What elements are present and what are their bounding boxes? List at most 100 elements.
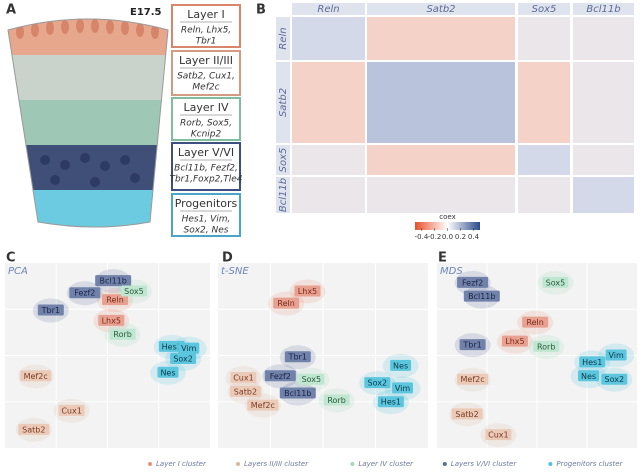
panel-label: C bbox=[6, 251, 16, 266]
point-label: Nes bbox=[160, 368, 175, 377]
point-label: Bcl11b bbox=[468, 292, 495, 301]
layer-title: Layer V/VI bbox=[178, 146, 234, 159]
point-label-box bbox=[120, 285, 147, 297]
point-label: Bcl11b bbox=[284, 389, 311, 398]
point-label-box bbox=[451, 408, 483, 420]
point-label: Hes1 bbox=[381, 398, 401, 407]
point-label-box bbox=[605, 349, 627, 361]
point-label: Nes bbox=[393, 361, 408, 370]
layer-box bbox=[171, 50, 241, 96]
group-header bbox=[276, 62, 290, 143]
point-label-box bbox=[279, 387, 316, 399]
stage: E17.5 bbox=[130, 7, 162, 18]
layer-genes: Hes1, Vim, bbox=[182, 215, 231, 225]
point-label: Lhx5 bbox=[505, 337, 524, 346]
group-label: Reln bbox=[278, 27, 289, 49]
group-header bbox=[276, 145, 290, 175]
point-label: Lhx5 bbox=[102, 316, 121, 325]
point-label-box bbox=[485, 429, 512, 441]
point-label: Vim bbox=[181, 344, 197, 353]
point-label-box bbox=[18, 423, 50, 435]
point-label-box bbox=[459, 339, 486, 351]
point-label: Reln bbox=[526, 318, 543, 327]
group-label: Sox5 bbox=[532, 4, 557, 15]
point-label: Hes1 bbox=[162, 342, 182, 351]
point-label: Satb2 bbox=[22, 425, 45, 434]
legend-label: Layer IV cluster bbox=[358, 460, 414, 468]
point-label-box bbox=[98, 314, 125, 326]
point-label-box bbox=[501, 335, 528, 347]
layer-genes: Rorb, Sox5, bbox=[180, 119, 232, 129]
point-label: Rorb bbox=[537, 342, 555, 351]
colorbar-tick-label: -0.4 bbox=[415, 233, 429, 241]
layer-genes: Reln, Lhx5, bbox=[181, 26, 231, 36]
colorbar-tick-label: -0.2 bbox=[428, 233, 442, 241]
point-label: Hes1 bbox=[582, 358, 602, 367]
layer-genes: Sox2, Nes bbox=[184, 226, 229, 236]
layer-box bbox=[171, 193, 241, 237]
point-label: Satb2 bbox=[234, 387, 257, 396]
point-label-box bbox=[392, 382, 414, 394]
point-label-box bbox=[102, 294, 129, 306]
group-label: Reln bbox=[317, 4, 339, 15]
point-label: Satb2 bbox=[455, 410, 478, 419]
point-label-box bbox=[37, 304, 64, 316]
group-header bbox=[367, 3, 515, 15]
legend-marker bbox=[148, 462, 152, 466]
heatmap-block bbox=[573, 145, 634, 175]
point-label-box bbox=[158, 340, 185, 352]
point-label: Rorb bbox=[327, 396, 345, 405]
point-label-box bbox=[109, 328, 136, 340]
point-label: Rorb bbox=[113, 330, 131, 339]
point-label-box bbox=[298, 373, 325, 385]
group-header bbox=[276, 17, 290, 60]
point-label-box bbox=[457, 373, 489, 385]
group-label: Satb2 bbox=[426, 4, 455, 15]
point-label-box bbox=[390, 359, 412, 371]
point-label-box bbox=[463, 290, 500, 302]
group-label: Bcl11b bbox=[278, 178, 289, 212]
heatmap-block bbox=[292, 177, 365, 213]
point-label: Fezf2 bbox=[270, 372, 291, 381]
colorbar-tick-label: 0.2 bbox=[455, 233, 466, 241]
layer-genes: Kcnip2 bbox=[191, 130, 222, 140]
layer-genes: Bcl11b, Fezf2, bbox=[174, 164, 238, 174]
point-label-box bbox=[69, 287, 101, 299]
point-label-box bbox=[377, 396, 404, 408]
layer-box bbox=[171, 97, 241, 141]
point-label: Cux1 bbox=[233, 373, 253, 382]
layer-title: Layer II/III bbox=[179, 54, 233, 67]
group-header bbox=[518, 3, 570, 15]
layer-title: Layer IV bbox=[184, 101, 229, 114]
legend-label: Progenitors cluster bbox=[556, 460, 623, 468]
point-label-box bbox=[273, 297, 300, 309]
point-label: Bcl11b bbox=[99, 277, 126, 286]
heatmap-block bbox=[518, 145, 570, 175]
point-label-box bbox=[178, 342, 200, 354]
point-label-box bbox=[229, 385, 261, 397]
panel-label: D bbox=[222, 251, 233, 266]
point-label: Vim bbox=[608, 351, 624, 360]
point-label: Mef2c bbox=[251, 401, 275, 410]
group-header bbox=[276, 177, 290, 213]
point-label-box bbox=[230, 371, 257, 383]
heatmap-block bbox=[367, 177, 515, 213]
point-label-box bbox=[247, 399, 279, 411]
legend-marker bbox=[350, 462, 355, 466]
panel-label: E bbox=[438, 251, 447, 266]
point-label-box bbox=[533, 340, 560, 352]
point-label-box bbox=[578, 370, 600, 382]
cortex-outline bbox=[7, 18, 169, 228]
legend-marker bbox=[442, 462, 447, 466]
point-label: Sox5 bbox=[124, 287, 144, 296]
legend-label: Layers II/III cluster bbox=[244, 460, 309, 468]
heatmap-block bbox=[367, 145, 515, 175]
layer-title: Layer I bbox=[187, 8, 224, 21]
group-header bbox=[573, 3, 634, 15]
colorbar-tick-label: 0.4 bbox=[468, 233, 480, 241]
point-label-box bbox=[364, 377, 391, 389]
point-label: Lhx5 bbox=[298, 287, 317, 296]
point-label-box bbox=[157, 366, 179, 378]
heatmap-block bbox=[292, 145, 365, 175]
